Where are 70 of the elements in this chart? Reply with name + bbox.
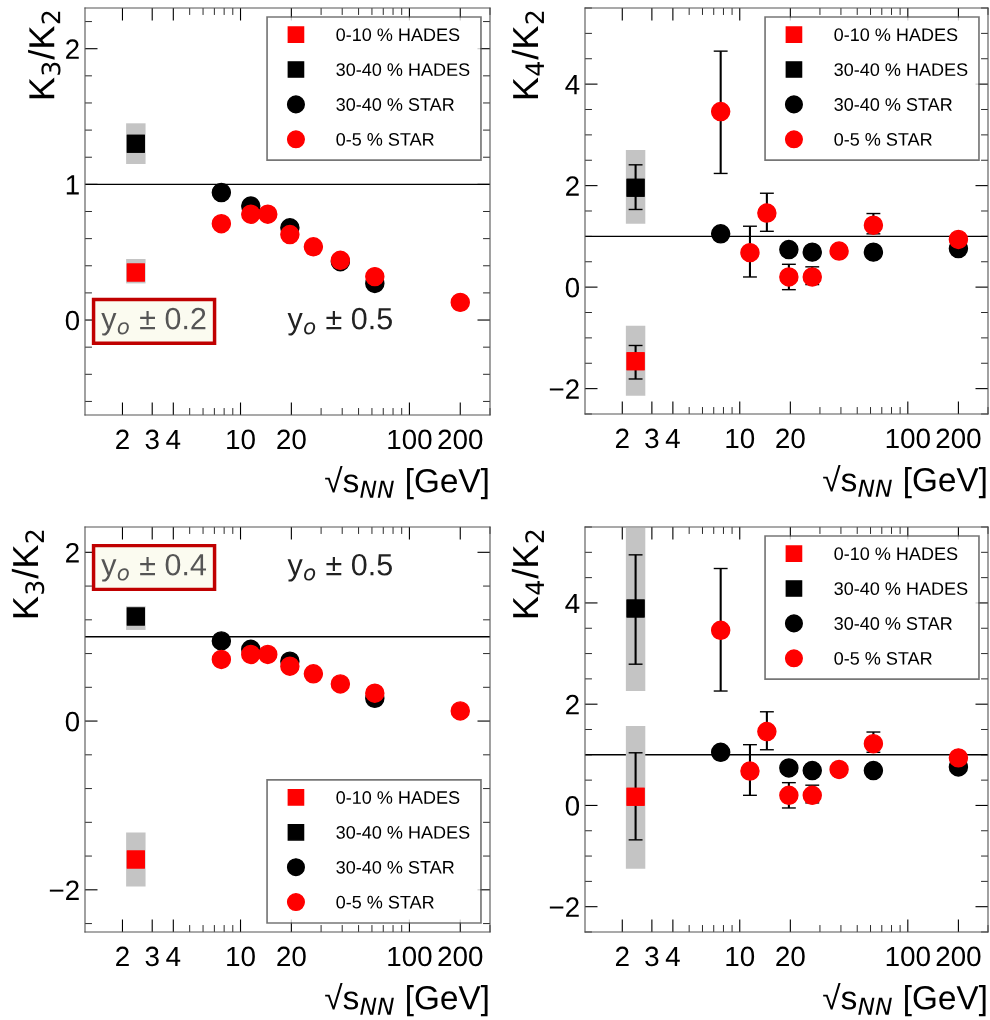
x-axis-title: √s$_{NN}$ [GeV] <box>325 982 488 1017</box>
x-tick-label: 2 <box>615 946 629 967</box>
legend-label: 30-40 % HADES <box>834 582 968 596</box>
annotation: y$_{o}$ ± 0.2 <box>101 307 206 336</box>
y-tick-label: 4 <box>565 75 580 95</box>
x-tick-label: 4 <box>665 428 680 449</box>
legend-label: 0-5 % STAR <box>834 652 932 665</box>
x-tick-label: 10 <box>227 946 255 967</box>
x-tick-label: 200 <box>936 946 981 967</box>
y-tick-label: 2 <box>566 176 579 196</box>
x-axis-title: √s$_{NN}$ [GeV] <box>823 464 986 499</box>
legend-label: 0-5 % STAR <box>336 895 434 909</box>
x-tick-label: 200 <box>936 428 981 449</box>
x-tick-label: 2 <box>116 946 129 967</box>
legend-label: 30-40 % STAR <box>834 617 952 630</box>
y-tick-label: 0 <box>65 711 80 732</box>
x-tick-label: 20 <box>776 946 805 967</box>
x-tick-label: 3 <box>645 946 659 967</box>
y-axis-title: K$_{3}$/K$_{2}$ <box>11 530 45 618</box>
x-tick-label: 20 <box>776 428 805 449</box>
y-tick-label: −2 <box>549 897 579 917</box>
x-tick-label: 100 <box>886 428 930 449</box>
annotation: y$_{o}$ ± 0.5 <box>287 307 392 336</box>
legend-label: 30-40 % HADES <box>336 63 470 77</box>
annotation: y$_{o}$ ± 0.4 <box>101 553 207 582</box>
legend-label: 0-10 % HADES <box>834 547 958 561</box>
legend-label: 0-10 % HADES <box>336 791 460 804</box>
x-tick-label: 10 <box>726 946 755 967</box>
y-tick-label: 0 <box>65 310 80 331</box>
x-tick-label: 4 <box>665 946 680 967</box>
legend-label: 30-40 % STAR <box>336 98 454 111</box>
x-tick-label: 20 <box>277 946 306 967</box>
x-tick-label: 100 <box>388 429 432 450</box>
x-tick-label: 4 <box>166 946 181 967</box>
legend-label: 0-10 % HADES <box>336 28 460 42</box>
legend-label: 30-40 % STAR <box>336 860 454 874</box>
x-tick-label: 20 <box>277 429 306 450</box>
x-tick-label: 10 <box>726 428 755 449</box>
x-tick-label: 200 <box>438 429 483 450</box>
x-tick-label: 3 <box>645 428 659 449</box>
x-tick-label: 200 <box>438 946 483 967</box>
y-tick-label: 4 <box>565 593 580 613</box>
x-tick-label: 4 <box>166 429 181 450</box>
y-tick-label: 2 <box>66 39 79 59</box>
y-tick-label: −2 <box>549 379 579 399</box>
y-tick-label: 1 <box>66 175 79 195</box>
legend-label: 0-5 % STAR <box>336 133 434 146</box>
x-axis-title: √s$_{NN}$ [GeV] <box>823 982 986 1017</box>
x-tick-label: 100 <box>886 946 930 967</box>
x-tick-label: 2 <box>116 429 129 450</box>
annotation: y$_{o}$ ± 0.5 <box>287 553 392 582</box>
x-axis-title: √s$_{NN}$ [GeV] <box>325 465 488 500</box>
y-tick-label: 2 <box>566 694 579 715</box>
y-axis-title: K$_{4}$/K$_{2}$ <box>511 530 544 618</box>
x-tick-label: 10 <box>227 429 255 450</box>
y-axis-title: K$_{4}$/K$_{2}$ <box>511 11 544 99</box>
legend-label: 0-5 % STAR <box>834 133 932 146</box>
legend-label: 30-40 % STAR <box>834 98 952 111</box>
y-tick-label: 2 <box>66 542 79 563</box>
x-tick-label: 3 <box>145 429 159 450</box>
x-tick-label: 100 <box>388 946 432 967</box>
x-tick-label: 2 <box>615 428 629 449</box>
x-tick-label: 3 <box>145 946 159 967</box>
y-axis-title: K$_{3}$/K$_{2}$ <box>28 11 61 99</box>
legend-label: 0-10 % HADES <box>834 28 958 42</box>
legend-label: 30-40 % HADES <box>834 63 968 77</box>
y-tick-label: 0 <box>565 796 580 816</box>
y-tick-label: 0 <box>565 277 580 298</box>
y-tick-label: −2 <box>49 880 79 900</box>
legend-label: 30-40 % HADES <box>336 826 470 839</box>
